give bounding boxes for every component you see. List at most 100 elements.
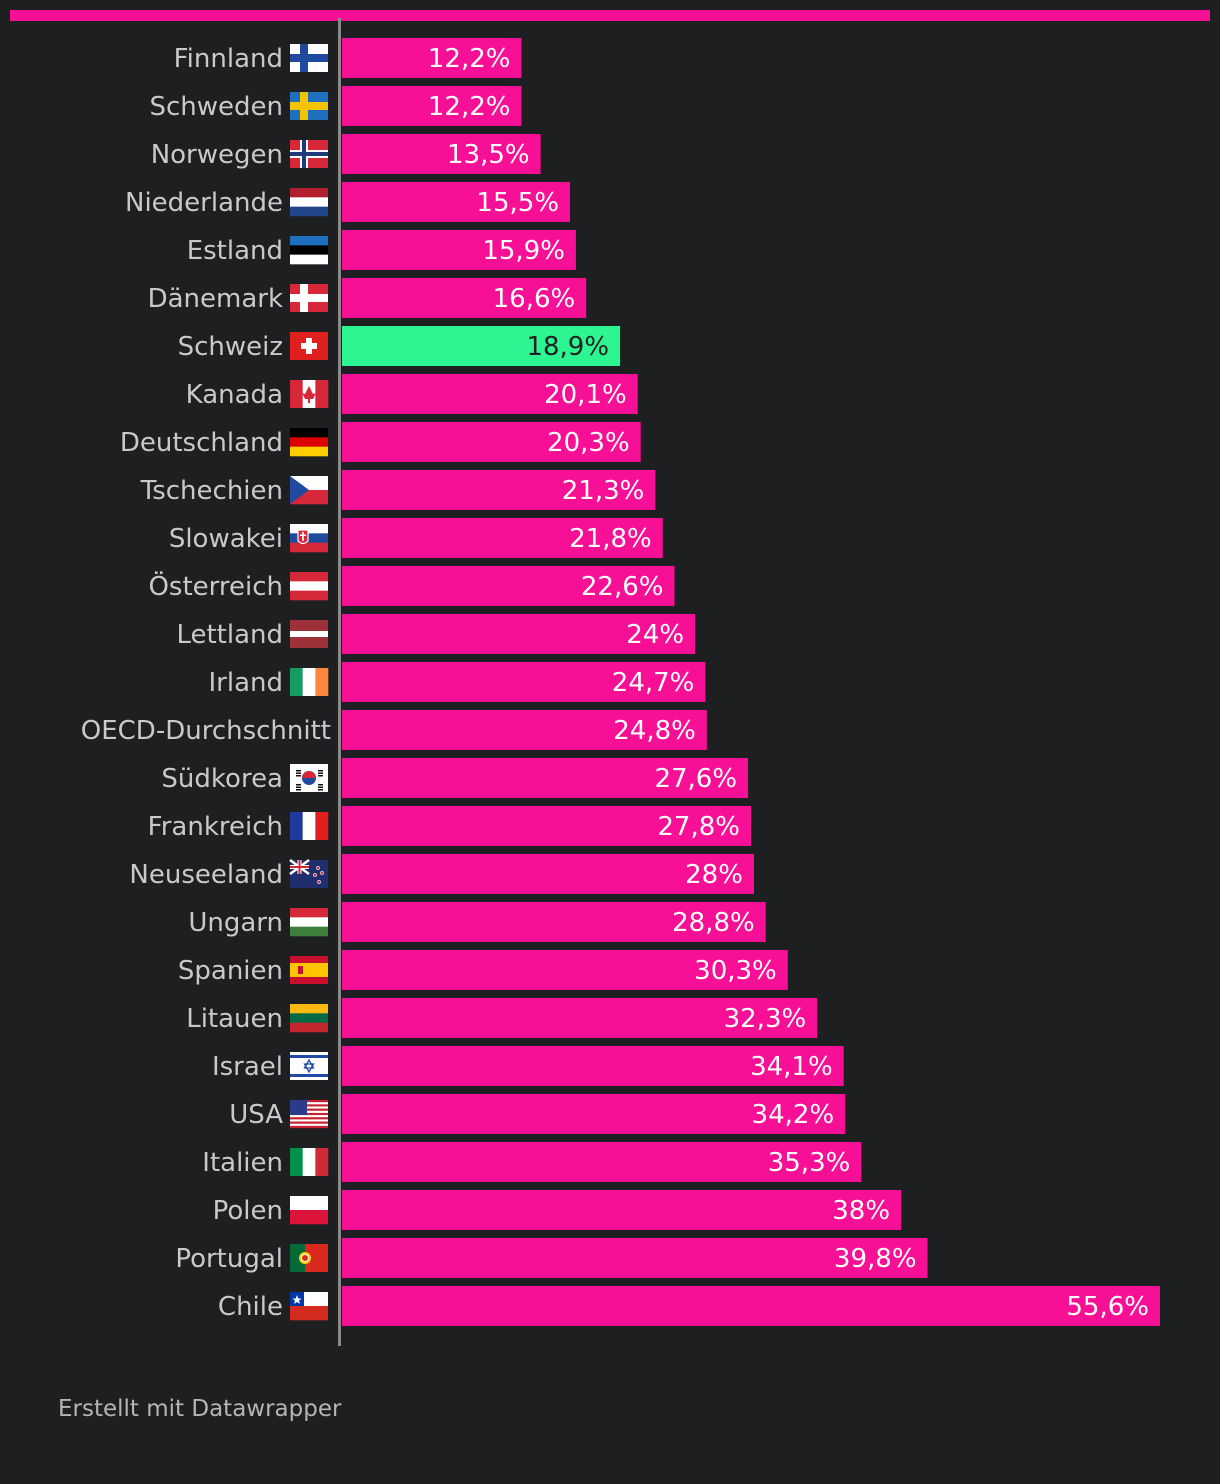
category-label: OECD-Durchschnitt xyxy=(81,716,331,746)
bar-chart: 12,2% Finnland 12,2% Schweden 13,5% Norwegen 1… xyxy=(81,18,1160,1346)
category-label: Niederlande xyxy=(125,188,283,218)
bar-20 xyxy=(342,950,788,990)
bar-22 xyxy=(342,1046,844,1086)
hungary-flag-icon xyxy=(290,908,328,937)
bar-12 xyxy=(342,566,675,606)
new-zealand-flag-icon xyxy=(289,858,328,888)
slovakia-flag-icon xyxy=(290,524,328,553)
bar-13 xyxy=(342,614,696,654)
bar-18 xyxy=(342,854,754,894)
bar-23 xyxy=(342,1094,846,1134)
latvia-flag-icon xyxy=(290,620,328,648)
value-label: 34,1% xyxy=(750,1052,833,1082)
value-label: 24,7% xyxy=(612,668,695,698)
category-label: Neuseeland xyxy=(129,860,283,890)
value-label: 27,6% xyxy=(654,764,737,794)
category-label: Israel xyxy=(212,1052,283,1082)
netherlands-flag-icon xyxy=(290,188,328,217)
value-label: 21,3% xyxy=(562,476,645,506)
value-label: 24% xyxy=(626,620,684,650)
value-label: 15,9% xyxy=(482,236,565,266)
category-label: Norwegen xyxy=(151,140,283,170)
value-label: 38% xyxy=(832,1196,890,1226)
usa-flag-icon xyxy=(290,1100,328,1129)
bar-26 xyxy=(342,1238,928,1278)
category-label: Dänemark xyxy=(148,284,283,314)
bar-14 xyxy=(342,662,706,702)
value-label: 20,1% xyxy=(544,380,627,410)
bar-19 xyxy=(342,902,766,942)
value-label: 32,3% xyxy=(724,1004,807,1034)
bar-21 xyxy=(342,998,818,1038)
bar-16 xyxy=(342,758,749,798)
value-label: 20,3% xyxy=(547,428,630,458)
bar-5 xyxy=(342,230,576,270)
value-label: 30,3% xyxy=(694,956,777,986)
value-label: 16,6% xyxy=(493,284,576,314)
value-label: 15,5% xyxy=(476,188,559,218)
datawrapper-credit: Erstellt mit Datawrapper xyxy=(58,1396,342,1422)
finland-flag-icon xyxy=(290,44,328,72)
bar-9 xyxy=(342,422,641,462)
italy-flag-icon xyxy=(290,1148,329,1176)
israel-flag-icon xyxy=(290,1052,328,1080)
category-label: Irland xyxy=(209,668,284,698)
sweden-flag-icon xyxy=(290,92,328,120)
category-label: Kanada xyxy=(186,380,283,410)
switzerland-flag-icon xyxy=(290,332,328,360)
canada-flag-icon xyxy=(290,380,329,408)
category-label: Tschechien xyxy=(140,476,283,506)
bar-6 xyxy=(342,278,587,318)
ireland-flag-icon xyxy=(290,668,329,696)
spain-flag-icon xyxy=(290,956,328,984)
value-label: 39,8% xyxy=(834,1244,917,1274)
category-label: Deutschland xyxy=(120,428,283,458)
bar-10 xyxy=(342,470,656,510)
axis-baseline xyxy=(338,18,341,1346)
germany-flag-icon xyxy=(290,428,328,457)
value-label: 21,8% xyxy=(569,524,652,554)
bar-1 xyxy=(342,38,522,78)
bar-24 xyxy=(342,1142,862,1182)
value-label: 24,8% xyxy=(613,716,696,746)
category-label: Ungarn xyxy=(188,908,283,938)
value-label: 27,8% xyxy=(657,812,740,842)
bar-11 xyxy=(342,518,663,558)
value-label: 18,9% xyxy=(526,332,609,362)
denmark-flag-icon xyxy=(290,284,328,312)
norway-flag-icon xyxy=(290,140,328,168)
category-label: Italien xyxy=(202,1148,283,1178)
value-label: 28,8% xyxy=(672,908,755,938)
value-label: 22,6% xyxy=(581,572,664,602)
czechia-flag-icon xyxy=(290,476,328,505)
bar-27 xyxy=(342,1286,1160,1326)
south-korea-flag-icon xyxy=(290,764,328,792)
poland-flag-icon xyxy=(290,1196,328,1225)
bar-17 xyxy=(342,806,751,846)
estonia-flag-icon xyxy=(290,236,328,265)
top-accent-rule xyxy=(10,10,1210,21)
value-label: 34,2% xyxy=(752,1100,835,1130)
category-label: Finnland xyxy=(174,44,283,74)
bar-4 xyxy=(342,182,571,222)
category-label: Lettland xyxy=(176,620,283,650)
category-label: Schweden xyxy=(149,92,283,122)
bar-15 xyxy=(342,710,707,750)
value-label: 12,2% xyxy=(428,92,511,122)
value-label: 12,2% xyxy=(428,44,511,74)
category-label: Chile xyxy=(218,1292,283,1322)
category-label: Slowakei xyxy=(169,524,283,554)
value-label: 55,6% xyxy=(1066,1292,1149,1322)
category-label: Polen xyxy=(213,1196,283,1226)
value-label: 28% xyxy=(685,860,743,890)
bar-2 xyxy=(342,86,522,126)
portugal-flag-icon xyxy=(290,1244,328,1272)
lithuania-flag-icon xyxy=(290,1004,328,1033)
category-label: Spanien xyxy=(178,956,283,986)
bar-7 xyxy=(342,326,621,366)
austria-flag-icon xyxy=(290,572,328,601)
category-label: Portugal xyxy=(175,1244,283,1274)
value-label: 13,5% xyxy=(447,140,530,170)
france-flag-icon xyxy=(290,812,329,840)
category-label: Südkorea xyxy=(161,764,283,794)
